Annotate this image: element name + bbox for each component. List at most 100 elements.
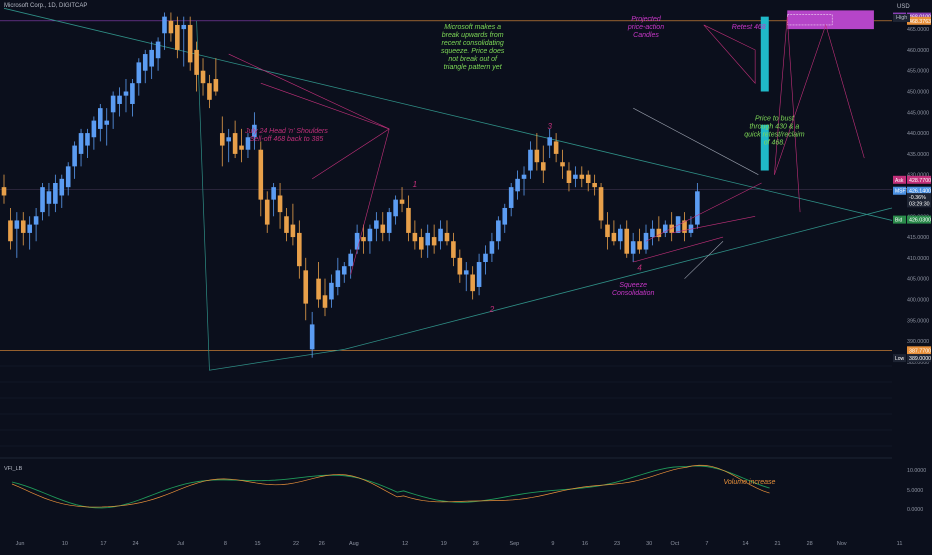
time-tick-label: 26 [473,541,479,547]
candle-body [65,166,71,188]
candle-body [162,16,167,34]
time-tick-label: Oct [671,541,680,547]
price-badge-tag-label: Low [895,356,905,362]
price-tick-label: 390.0000 [907,339,929,345]
price-badge-value: 03:29:30 [909,201,930,207]
price-badge-tag-label: MSFT [895,189,909,195]
indicator-name: VFI_LB [4,466,23,472]
price-tick-label: 415.0000 [907,235,929,241]
candle-body [78,133,84,154]
vfi-indicator: VFI_LB 10.0000 5.0000 0.0000 Volume increase [4,464,926,513]
candle-body [463,270,469,275]
candle-body [155,41,161,59]
candle-body [258,149,264,200]
candle-body [521,174,527,179]
annotation-line: squeeze. Price does [441,48,505,55]
trend-lines [0,7,893,371]
annotation-line: Consolidation [612,290,655,297]
breakout-arrow [633,107,759,175]
candle-body [656,228,662,238]
price-badge-tag-label: Bid [895,218,902,224]
price-badge [907,175,931,184]
candle-body [579,174,585,179]
candle-body [496,220,501,242]
candle-body [142,54,148,71]
candle-body [8,220,13,242]
candle-body [117,95,122,104]
price-badge-value: 426.0300 [909,218,931,224]
time-tick-label: 22 [293,541,299,547]
time-tick-label: 12 [402,541,408,547]
projected-candle [760,124,769,171]
candle-body [40,187,45,213]
candle-body [168,20,174,34]
time-tick-label: 16 [582,541,588,547]
candle-body [309,324,315,350]
candle-body [566,170,572,183]
annotation-line: Projected [631,16,662,23]
candle-body [682,220,687,233]
candle-body [540,162,546,171]
time-tick-label: 23 [614,541,620,547]
price-tick-label: 410.0000 [907,256,929,262]
candles [1,12,700,358]
time-axis[interactable]: Jun 10 17 24 Jul 8 15 22 26 Aug 12 19 26 Sep 9 16 23 30 Oc… [16,541,903,547]
candle-body [412,232,418,242]
price-tick-label: 435.0000 [907,152,929,158]
time-tick-label: 7 [705,541,708,547]
candle-body [560,162,565,167]
candle-body [335,270,341,287]
annotation-label: Squeeze Consolidation [612,282,655,297]
projection-arrow [703,24,756,84]
candle-body [85,133,90,146]
candle-body [451,241,456,258]
candle-body [425,232,431,246]
time-tick-label: 9 [551,541,554,547]
annotation-line: 4 [637,263,642,272]
time-tick-label: 19 [441,541,447,547]
candle-body [502,207,508,225]
candle-body [207,83,212,100]
projected-candle [760,16,769,92]
candle-body [59,178,65,196]
candle-body [380,224,386,233]
sell-off-arrow [260,82,390,130]
candle-body [290,224,296,238]
price-badge [907,346,931,355]
squeeze-arrow [633,236,724,263]
candle-body [534,149,540,163]
candle-body [669,224,674,233]
candle-body [1,187,7,196]
candle-body [329,282,334,300]
candle-body [219,133,225,146]
annotation-line: through 430 & a [749,124,799,131]
candle-body [53,183,58,204]
candle-body [618,228,623,242]
candle-body [592,183,597,188]
candle-body [361,237,366,242]
candle-body [277,195,283,213]
candle-body [316,278,321,300]
candle-body [98,108,103,129]
lower-trendline [344,207,893,350]
candle-body [367,228,373,242]
candle-body [130,83,135,104]
candle-body [264,199,270,225]
candle-body [419,237,424,250]
time-tick-label: 14 [742,541,748,547]
annotation-line: 3 [547,122,552,131]
price-badge [907,186,931,195]
annotation-line: price-action [627,24,664,31]
price-axis[interactable]: 385.0000 390.0000 395.0000 400.0000 405.0000… [893,12,931,366]
price-badge-tag [893,175,906,184]
price-tick-label: 405.0000 [907,277,929,283]
projection-arrow [774,16,801,213]
retest-zone [787,10,874,30]
candle-body [483,253,488,263]
candle-body [72,145,77,167]
price-badge-tag [893,354,906,363]
candle-body [149,49,154,67]
candle-body [553,141,559,154]
